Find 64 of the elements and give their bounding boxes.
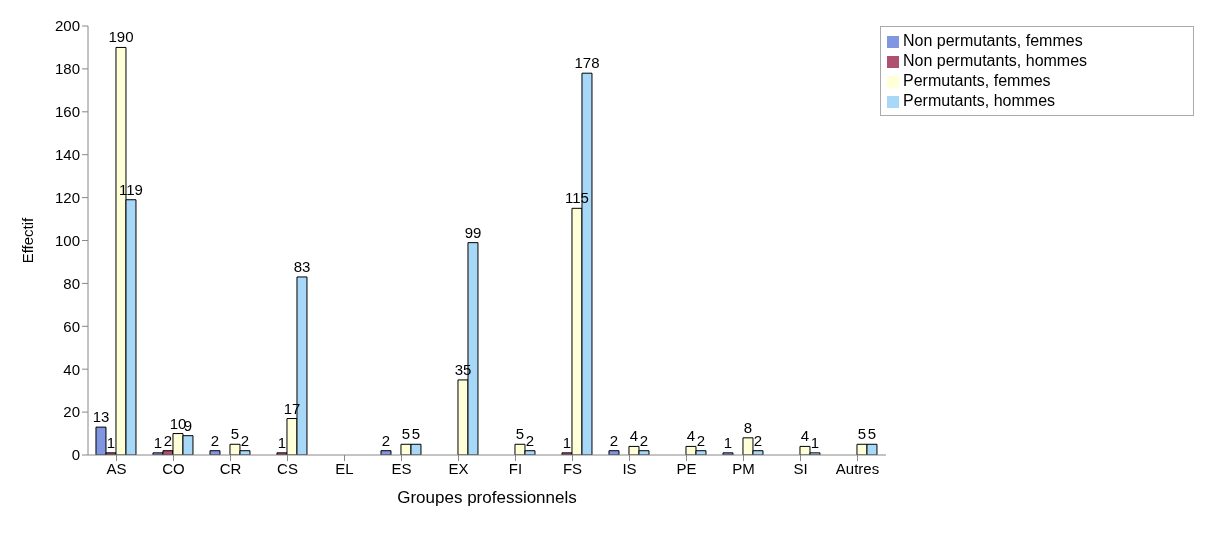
x-axis-title: Groupes professionnels <box>397 488 577 507</box>
x-tick-label: AS <box>106 459 127 477</box>
data-label: 2 <box>696 431 706 449</box>
x-tick-label: CS <box>277 459 298 477</box>
data-label: 4 <box>629 427 639 445</box>
bar <box>209 450 221 455</box>
y-tick-label: 140 <box>54 146 80 164</box>
y-tick-label: 80 <box>63 274 80 292</box>
data-label: 1 <box>810 433 820 451</box>
legend-label: Permutants, hommes <box>903 92 1056 109</box>
data-label: 5 <box>401 425 411 443</box>
data-label: 2 <box>639 431 649 449</box>
data-label: 2 <box>163 431 173 449</box>
data-label: 8 <box>743 418 753 436</box>
data-label: 1 <box>562 433 572 451</box>
y-axis-title: Effectif <box>19 216 37 264</box>
y-tick-label: 120 <box>54 188 80 206</box>
x-tick-label: IS <box>622 459 637 477</box>
bar <box>380 450 392 455</box>
data-label: 99 <box>464 223 482 241</box>
data-label: 2 <box>609 431 619 449</box>
data-label: 2 <box>240 431 250 449</box>
data-label: 2 <box>753 431 763 449</box>
data-label: 2 <box>210 431 220 449</box>
y-tick-label: 40 <box>63 360 80 378</box>
data-label: 1 <box>277 433 287 451</box>
x-tick-label: FS <box>562 459 583 477</box>
x-tick-label: SI <box>793 459 808 477</box>
x-tick-label: FI <box>508 459 523 477</box>
x-tick-label: EX <box>448 459 469 477</box>
data-label: 4 <box>686 427 696 445</box>
data-label: 178 <box>574 54 600 72</box>
y-tick-label: 0 <box>71 446 80 464</box>
data-label: 5 <box>411 425 421 443</box>
y-tick-label: 180 <box>54 60 80 78</box>
x-tick-label: PE <box>676 459 697 477</box>
x-tick-label: CO <box>162 459 185 477</box>
legend-label: Permutants, femmes <box>903 72 1051 89</box>
y-tick-label: 200 <box>54 17 80 35</box>
data-label: 4 <box>800 427 810 445</box>
data-label: 5 <box>230 425 240 443</box>
data-label: 5 <box>515 425 525 443</box>
bar <box>608 450 620 455</box>
x-tick-label: EL <box>335 459 354 477</box>
data-label: 5 <box>857 425 867 443</box>
y-tick-label: 20 <box>63 403 80 421</box>
legend-label: Non permutants, femmes <box>903 32 1083 49</box>
data-label: 2 <box>525 431 535 449</box>
data-label: 1 <box>153 433 163 451</box>
data-label: 2 <box>381 431 391 449</box>
data-label: 5 <box>867 425 877 443</box>
x-tick-label: ES <box>391 459 412 477</box>
data-label: 83 <box>293 257 311 275</box>
data-label: 1 <box>106 433 116 451</box>
x-tick-label: PM <box>732 459 755 477</box>
data-label: 190 <box>108 28 134 46</box>
x-tick-label: Autres <box>835 459 880 477</box>
y-tick-label: 100 <box>54 231 80 249</box>
y-tick-label: 60 <box>63 317 80 335</box>
y-tick-label: 160 <box>54 103 80 121</box>
legend-label: Non permutants, hommes <box>903 52 1088 69</box>
x-tick-label: CR <box>219 459 242 477</box>
data-label: 1 <box>723 433 733 451</box>
data-label: 13 <box>92 408 110 426</box>
